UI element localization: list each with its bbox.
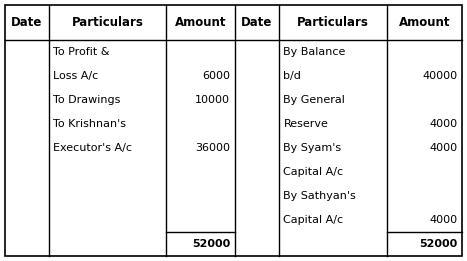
Text: Particulars: Particulars (71, 16, 143, 29)
Text: Loss A/c: Loss A/c (53, 71, 99, 81)
Text: To Krishnan's: To Krishnan's (53, 119, 126, 129)
Text: By General: By General (283, 95, 346, 105)
Text: 4000: 4000 (430, 143, 458, 153)
Text: Capital A/c: Capital A/c (283, 167, 344, 177)
Text: Date: Date (241, 16, 273, 29)
Text: b/d: b/d (283, 71, 301, 81)
Text: 6000: 6000 (202, 71, 230, 81)
Text: Capital A/c: Capital A/c (283, 215, 344, 225)
Text: To Profit &: To Profit & (53, 47, 110, 57)
Text: By Sathyan's: By Sathyan's (283, 191, 356, 201)
Text: Amount: Amount (399, 16, 450, 29)
Text: Executor's A/c: Executor's A/c (53, 143, 132, 153)
Text: 4000: 4000 (430, 119, 458, 129)
Text: Amount: Amount (175, 16, 226, 29)
Text: Date: Date (11, 16, 42, 29)
Text: 40000: 40000 (423, 71, 458, 81)
Text: Particulars: Particulars (297, 16, 369, 29)
Text: 10000: 10000 (195, 95, 230, 105)
Text: 4000: 4000 (430, 215, 458, 225)
Text: 36000: 36000 (195, 143, 230, 153)
Text: By Syam's: By Syam's (283, 143, 341, 153)
Text: 52000: 52000 (419, 239, 458, 249)
Text: To Drawings: To Drawings (53, 95, 120, 105)
Text: 52000: 52000 (192, 239, 230, 249)
Text: By Balance: By Balance (283, 47, 346, 57)
Text: Reserve: Reserve (283, 119, 328, 129)
